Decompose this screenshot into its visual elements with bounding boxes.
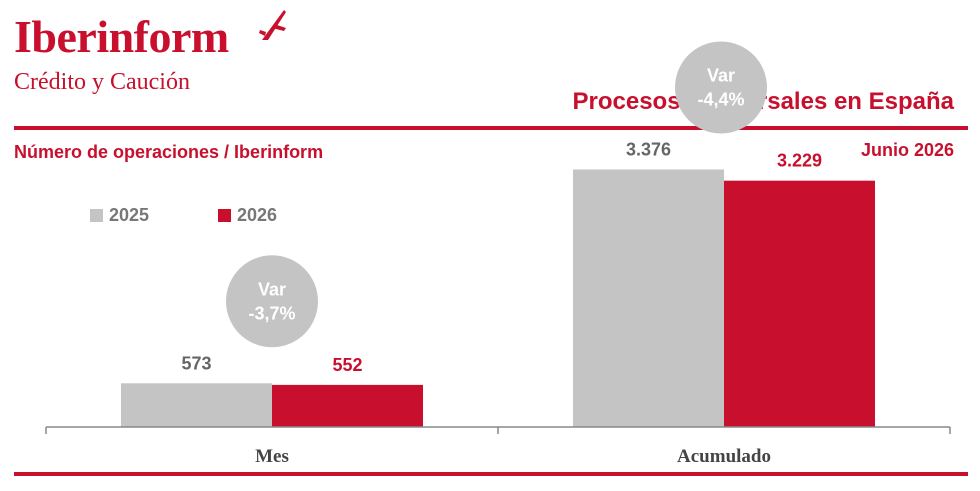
- legend-item-2026: 2026: [218, 205, 277, 226]
- variation-value-mes: -3,7%: [248, 303, 295, 323]
- variation-label-mes: Var: [258, 279, 286, 299]
- brand-tagline: Crédito y Caución: [14, 69, 190, 95]
- variation-value-acumulado: -4,4%: [697, 89, 744, 109]
- legend-label-2026: 2026: [237, 205, 278, 225]
- legend-label-2025: 2025: [109, 205, 150, 225]
- bar-acumulado-2025: [573, 169, 724, 428]
- category-label-mes: Mes: [255, 446, 289, 467]
- bar-acumulado-2026: [724, 180, 875, 427]
- legend-swatch-2026: [218, 209, 231, 222]
- variation-label-acumulado: Var: [707, 65, 735, 85]
- data-label-mes-2025: 573: [181, 353, 211, 373]
- legend-item-2025: 2025: [90, 205, 149, 226]
- brand-logo-text: Iberinform: [14, 11, 229, 62]
- legend-swatch-2025: [90, 209, 103, 222]
- data-label-acumulado-2026: 3.229: [777, 151, 822, 171]
- category-label-acumulado: Acumulado: [677, 446, 771, 467]
- variation-bubble-acumulado: [675, 41, 767, 134]
- report-period: Junio 2026: [860, 140, 954, 160]
- header-divider: [14, 126, 968, 130]
- bar-mes-2025: [121, 383, 272, 427]
- footer-divider: [14, 472, 968, 476]
- chart-subtitle: Número de operaciones / Iberinform: [14, 142, 324, 162]
- data-label-acumulado-2025: 3.376: [626, 139, 671, 159]
- variation-bubble-mes: [226, 255, 318, 348]
- plane-logo-icon: [259, 10, 286, 40]
- chart-legend: 2025 2026: [90, 205, 350, 227]
- data-label-mes-2026: 552: [332, 355, 362, 375]
- bar-mes-2026: [272, 384, 423, 427]
